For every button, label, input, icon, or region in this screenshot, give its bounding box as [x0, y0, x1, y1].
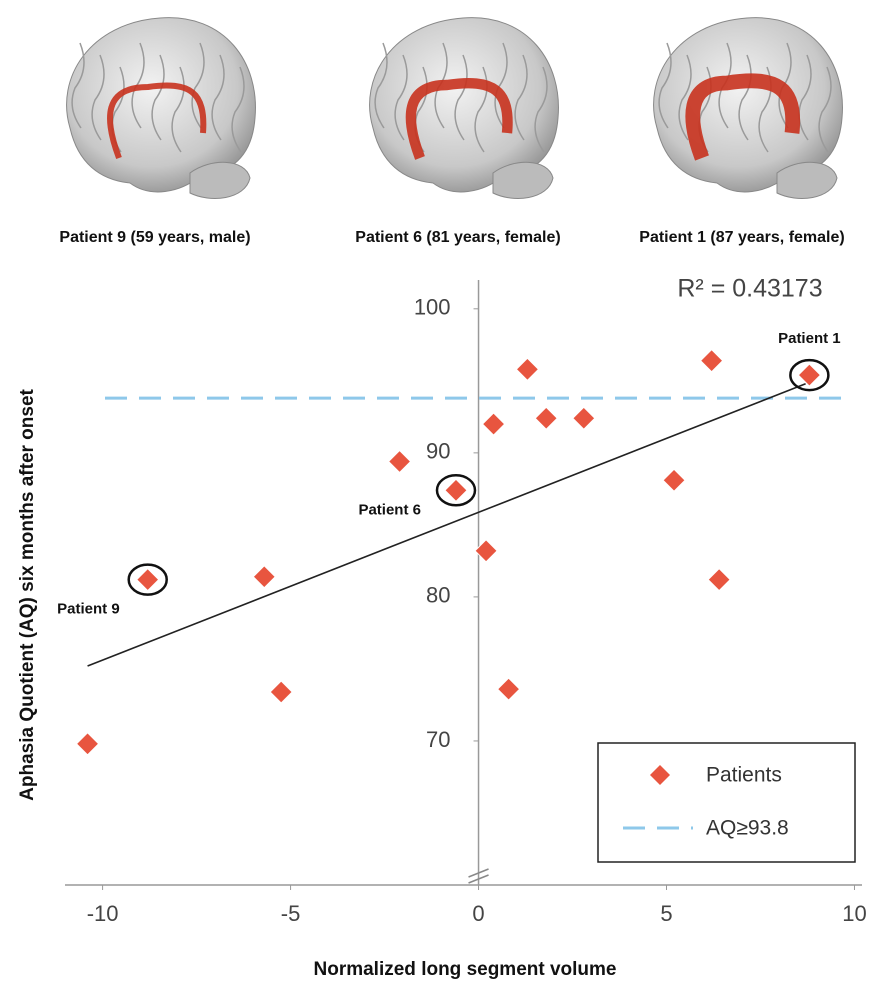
data-point — [535, 407, 557, 429]
data-point — [498, 678, 520, 700]
data-point — [798, 364, 820, 386]
brain-cerebellum — [777, 162, 837, 198]
data-point — [253, 566, 275, 588]
annotation: Patient 9 — [57, 601, 120, 618]
y-tick-label: 90 — [426, 439, 450, 464]
legend-box — [598, 743, 855, 862]
data-point — [389, 451, 411, 473]
brain-cerebellum — [190, 162, 250, 198]
data-point — [270, 681, 292, 703]
x-tick-label: 0 — [472, 901, 484, 926]
brain — [654, 18, 843, 199]
figure: Patient 9 (59 years, male) Patient 6 (81… — [0, 0, 883, 990]
y-tick-label: 100 — [414, 295, 451, 320]
annotation: Patient 1 — [778, 330, 841, 347]
r-squared: R² = 0.43173 — [677, 275, 822, 303]
data-point — [483, 413, 505, 435]
data-point — [663, 469, 685, 491]
brain — [370, 18, 559, 199]
legend-label: Patients — [706, 764, 782, 787]
x-tick-label: -5 — [281, 901, 301, 926]
y-tick-label: 80 — [426, 583, 450, 608]
data-point — [708, 569, 730, 591]
panel-caption: Patient 1 (87 years, female) — [639, 229, 844, 246]
panel-caption: Patient 9 (59 years, male) — [59, 229, 250, 246]
data-point — [701, 350, 723, 372]
panel-caption: Patient 6 (81 years, female) — [355, 229, 560, 246]
brain — [67, 18, 256, 199]
data-point — [516, 358, 538, 380]
data-point — [77, 733, 99, 755]
x-tick-label: 5 — [660, 901, 672, 926]
data-point — [573, 407, 595, 429]
x-tick-label: 10 — [842, 901, 866, 926]
brain-images — [67, 18, 843, 199]
data-point — [445, 479, 467, 501]
x-tick-label: -10 — [87, 901, 119, 926]
trendline — [88, 384, 806, 666]
data-point — [137, 569, 159, 591]
y-axis-title: Aphasia Quotient (AQ) six months after o… — [17, 388, 38, 800]
annotation: Patient 6 — [358, 501, 421, 518]
legend-label: AQ≥93.8 — [706, 817, 789, 840]
brain-cerebellum — [493, 162, 553, 198]
y-tick-label: 70 — [426, 727, 450, 752]
x-axis-title: Normalized long segment volume — [314, 959, 617, 980]
